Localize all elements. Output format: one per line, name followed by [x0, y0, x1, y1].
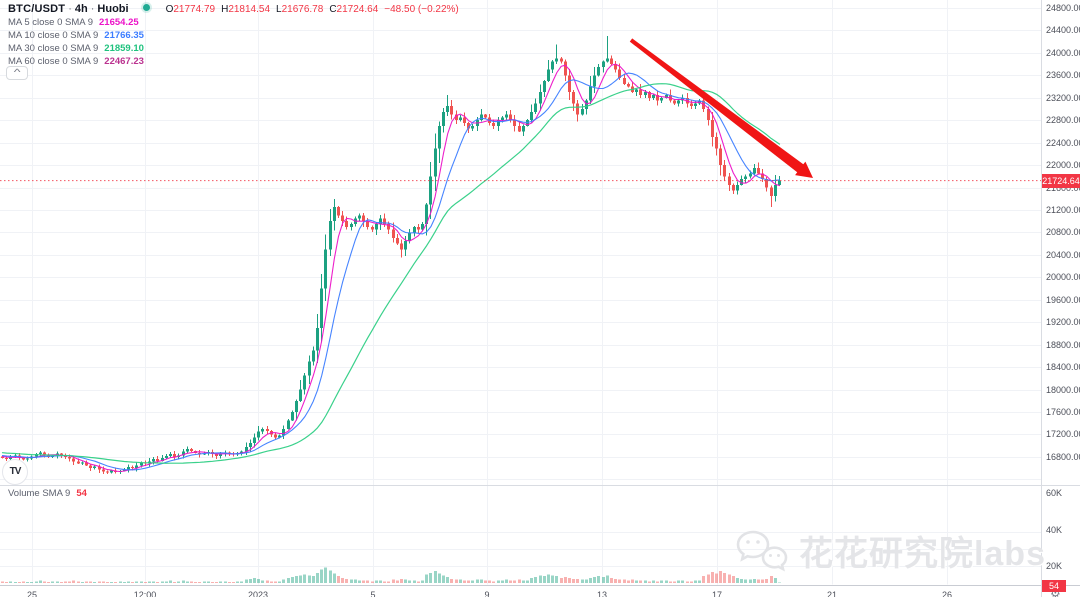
price-axis-label: 24800.00: [1046, 3, 1080, 13]
indicator-value: 21766.35: [104, 30, 144, 41]
price-axis-label: 19200.00: [1046, 317, 1080, 328]
price-axis-label: 20800.00: [1046, 227, 1080, 238]
price-axis-label: 23600.00: [1046, 70, 1080, 81]
separator: ·: [68, 3, 72, 15]
current-price-badge: 21724.64: [1042, 173, 1080, 188]
price-axis-label: 18800.00: [1046, 339, 1080, 350]
ohlc-value: 21814.54: [228, 4, 271, 15]
price-axis-label: 20400.00: [1046, 249, 1080, 260]
exchange-label: Huobi: [97, 3, 129, 15]
price-change: −48.50 (−0.22%): [384, 4, 459, 15]
price-axis-label: 22800.00: [1046, 115, 1080, 126]
price-axis-label: 19600.00: [1046, 294, 1080, 305]
time-axis-label: 21: [826, 590, 838, 597]
ohlc-key: H: [221, 4, 229, 15]
current-volume-badge: 54: [1042, 580, 1066, 592]
price-axis-label: 21200.00: [1046, 205, 1080, 216]
ohlc-value: 21676.78: [281, 4, 324, 15]
interval-label[interactable]: 4h: [74, 3, 88, 15]
time-axis-label: 9: [484, 590, 490, 597]
ohlc-value: 21774.79: [173, 4, 216, 15]
indicator-value: 21654.25: [99, 17, 139, 28]
volume-indicator-legend[interactable]: Volume SMA 9 54: [8, 488, 87, 499]
volume-indicator-value: 54: [76, 488, 87, 499]
ma-10-line: [1, 72, 781, 471]
symbol-legend[interactable]: BTC/USDT · 4h · Huobi O21774.79 H21814.54 L2167…: [8, 3, 459, 15]
time-axis-label: 17: [711, 590, 723, 597]
time-axis-label: 5: [370, 590, 376, 597]
price-axis-label: 22000.00: [1046, 160, 1080, 171]
indicator-row[interactable]: MA 60 close 0 SMA 9 22467.23: [8, 56, 144, 67]
ohlc-value: 21724.64: [336, 4, 379, 15]
indicator-row[interactable]: MA 10 close 0 SMA 9 21766.35: [8, 30, 144, 41]
price-axis-label: 18400.00: [1046, 362, 1080, 373]
price-axis-label: 18000.00: [1046, 384, 1080, 395]
volume-axis-label: 60K: [1046, 488, 1063, 498]
time-axis-label: 13: [596, 590, 608, 597]
symbol-name[interactable]: BTC/USDT: [8, 3, 66, 15]
legend-collapse-button[interactable]: ^: [6, 66, 28, 80]
price-axis-label: 23200.00: [1046, 92, 1080, 103]
ohlc-values: O21774.79 H21814.54 L21676.78 C21724.64 −48.…: [160, 4, 459, 15]
indicator-label: MA 30 close 0 SMA 9: [8, 43, 99, 54]
ma-5-line: [1, 63, 781, 473]
ohlc-key: L: [276, 4, 282, 15]
ohlc-key: O: [165, 4, 174, 15]
ohlc-key: C: [329, 4, 337, 15]
indicator-value: 21859.10: [104, 43, 144, 54]
time-axis-label: 12:00: [133, 590, 157, 597]
time-axis-label: 26: [941, 590, 953, 597]
price-axis-label: 22400.00: [1046, 137, 1080, 148]
separator: ·: [90, 3, 95, 15]
chevron-up-icon: ^: [13, 67, 21, 77]
indicator-label: MA 10 close 0 SMA 9: [8, 30, 99, 41]
ma-30-line: [1, 83, 781, 464]
indicator-row[interactable]: MA 5 close 0 SMA 9 21654.25: [8, 17, 139, 28]
indicator-label: MA 5 close 0 SMA 9: [8, 17, 94, 28]
volume-indicator-label: Volume SMA 9: [8, 488, 71, 499]
indicator-row[interactable]: MA 30 close 0 SMA 9 21859.10: [8, 43, 144, 54]
indicator-value: 22467.23: [104, 56, 144, 67]
price-axis-label: 17600.00: [1046, 407, 1080, 418]
volume-axis-label: 40K: [1046, 524, 1063, 535]
price-axis-label: 16800.00: [1046, 451, 1080, 462]
market-status-icon[interactable]: [142, 4, 150, 11]
tradingview-logo[interactable]: TV: [2, 459, 28, 485]
indicator-label: MA 60 close 0 SMA 9: [8, 56, 99, 67]
price-axis-label: 17200.00: [1046, 429, 1080, 440]
time-axis-label: 2023: [247, 590, 269, 597]
price-axis-label: 24000.00: [1046, 47, 1080, 58]
time-axis-label: 25: [26, 590, 38, 597]
price-axis-label: 24400.00: [1046, 25, 1080, 36]
price-axis-label: 20000.00: [1046, 272, 1080, 283]
volume-axis-label: 20K: [1046, 561, 1063, 571]
trend-arrow-annotation: [629, 38, 813, 179]
